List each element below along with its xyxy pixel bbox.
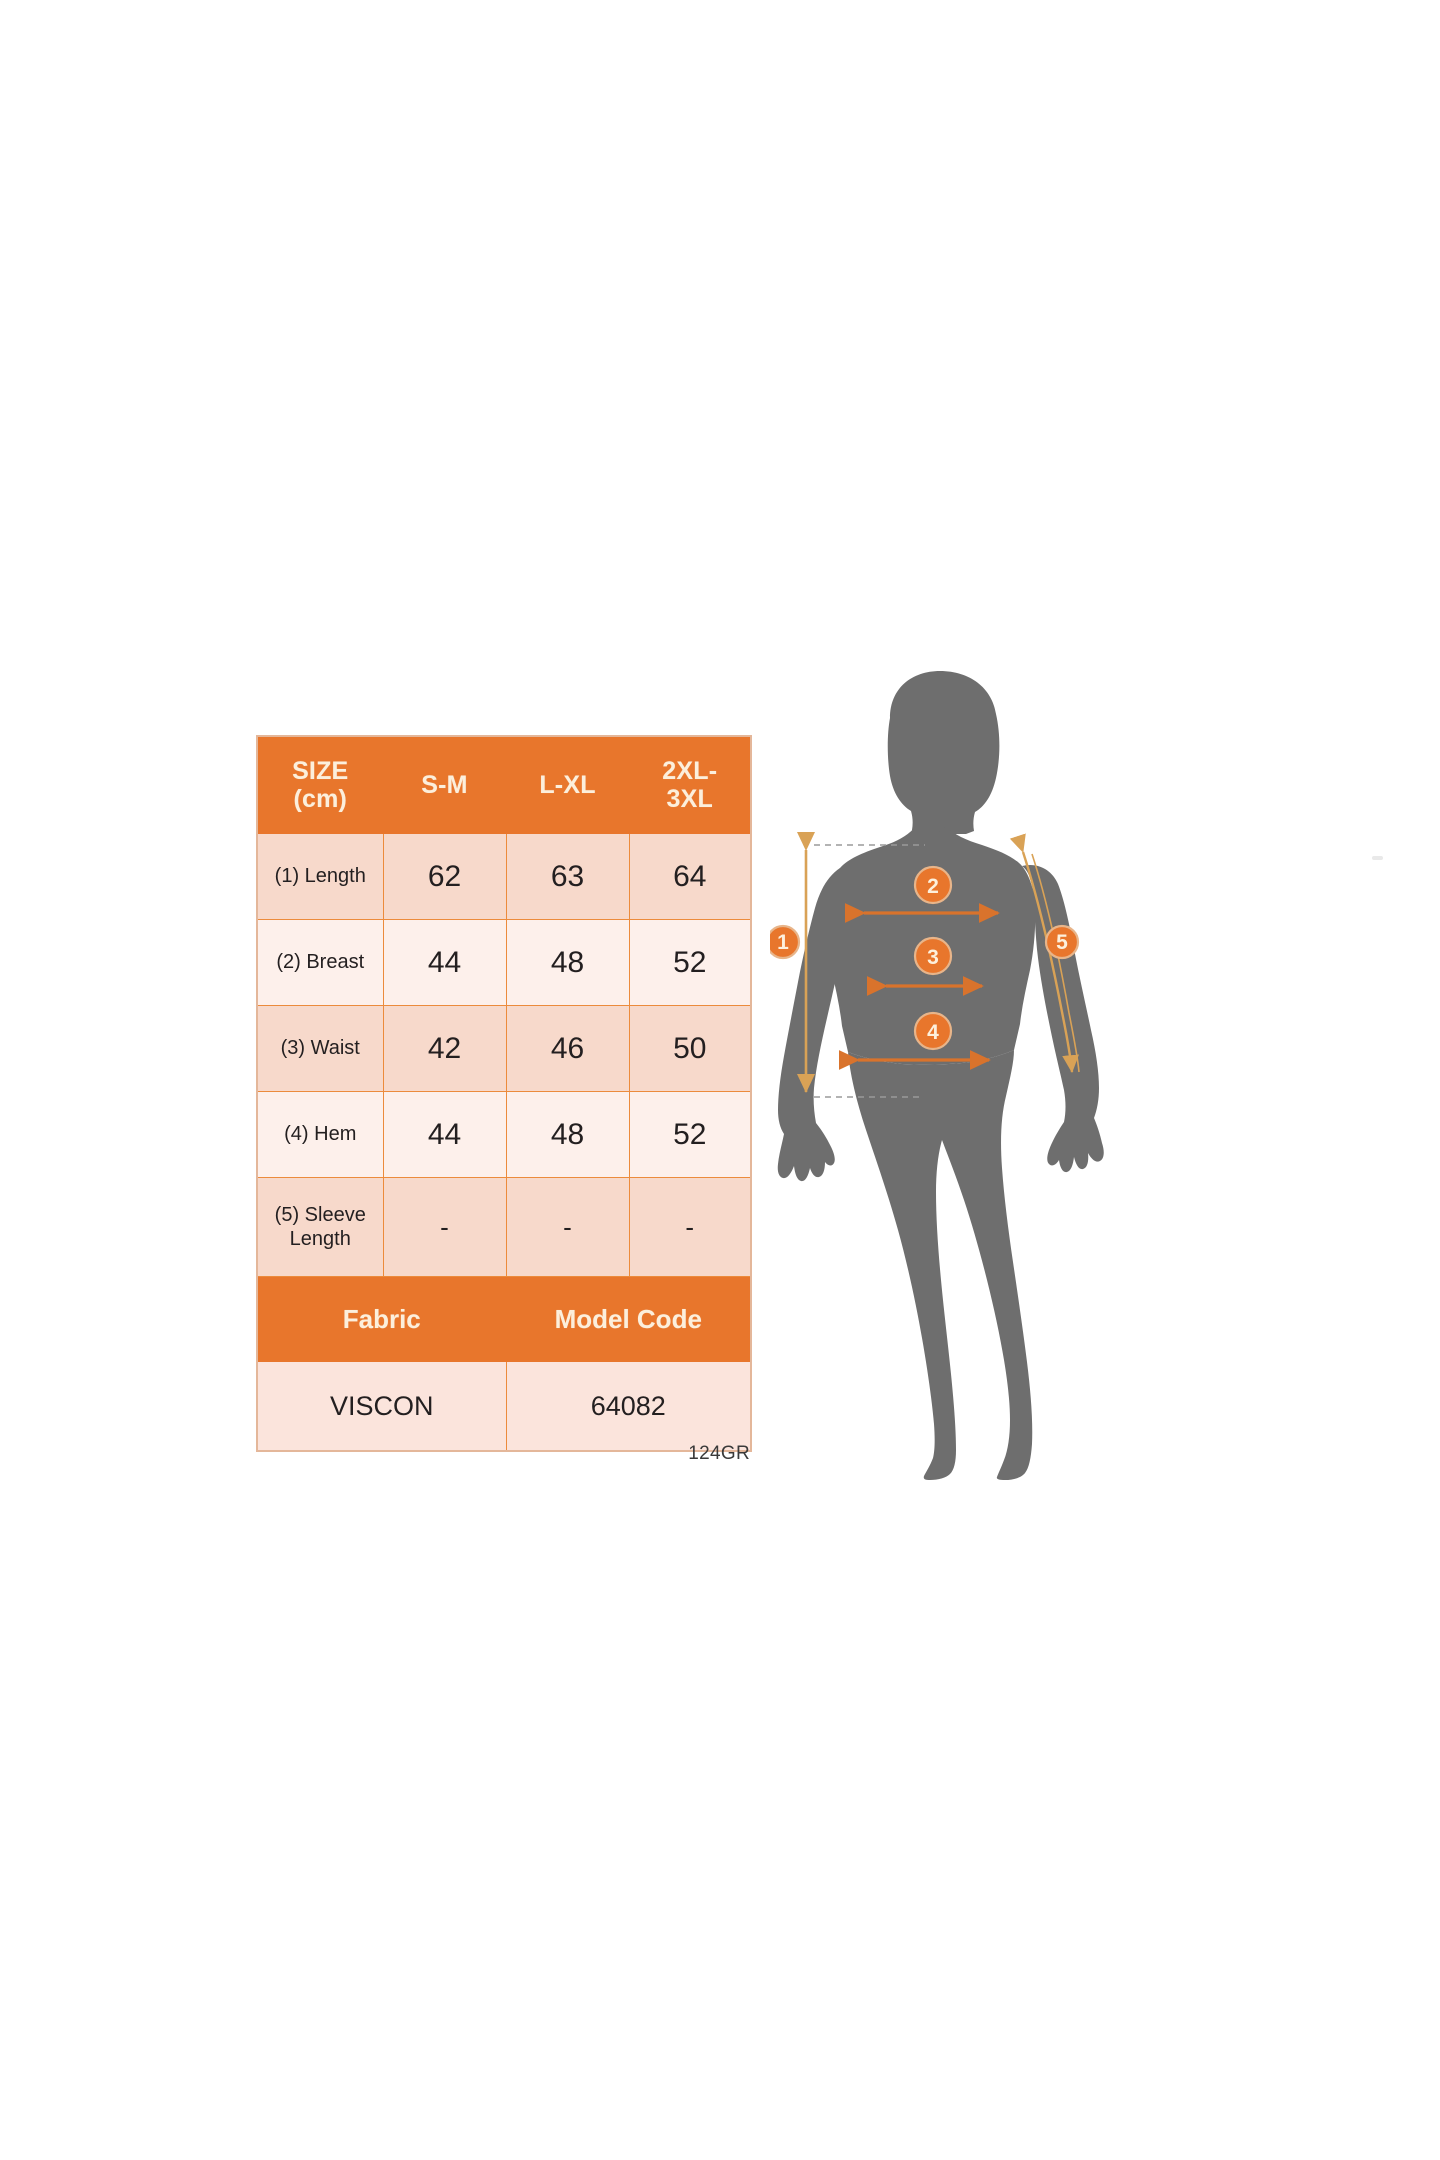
cell-waist-2xl: 50 bbox=[628, 1005, 752, 1092]
marker-1: 1 bbox=[770, 924, 801, 960]
cell-hem-sm: 44 bbox=[382, 1091, 507, 1178]
header-size-line1: SIZE bbox=[292, 757, 349, 785]
fabric-value-row: VISCON 64082 bbox=[256, 1361, 752, 1452]
cell-length-sm: 62 bbox=[382, 833, 507, 920]
header-col-lxl: L-XL bbox=[505, 735, 630, 834]
cell-hem-2xl: 52 bbox=[628, 1091, 752, 1178]
row-label-waist: (3) Waist bbox=[256, 1005, 384, 1092]
row-label-sleeve-line1: (5) Sleeve bbox=[274, 1203, 366, 1226]
cell-waist-sm: 42 bbox=[382, 1005, 507, 1092]
sleeve-length-arrow bbox=[1009, 833, 1079, 1073]
header-model-code: Model Code bbox=[505, 1276, 752, 1362]
marker-5: 5 bbox=[1044, 924, 1080, 960]
marker-2-circle bbox=[913, 865, 953, 905]
row-label-sleeve-length: (5) Sleeve Length bbox=[256, 1177, 384, 1277]
row-label-hem: (4) Hem bbox=[256, 1091, 384, 1178]
marker-4-circle bbox=[913, 1011, 953, 1051]
marker-2-label: 2 bbox=[927, 875, 939, 898]
length-measure-guide bbox=[796, 831, 925, 1098]
table-row: (5) Sleeve Length - - - bbox=[256, 1177, 752, 1277]
table-header-row: SIZE (cm) S-M L-XL 2XL- 3XL bbox=[256, 735, 752, 834]
header-col-2xl-line1: 2XL- bbox=[662, 757, 718, 785]
row-label-sleeve-line2: Length bbox=[289, 1228, 351, 1250]
cell-sleeve-lxl: - bbox=[505, 1177, 630, 1277]
table-row: (3) Waist 42 46 50 bbox=[256, 1005, 752, 1092]
marker-1-circle bbox=[770, 924, 801, 960]
marker-5-label: 5 bbox=[1056, 931, 1068, 954]
table-row: (2) Breast 44 48 52 bbox=[256, 919, 752, 1006]
marker-1-label: 1 bbox=[777, 931, 789, 954]
header-size-cm: SIZE (cm) bbox=[256, 735, 384, 834]
marker-3-circle bbox=[913, 936, 953, 976]
female-silhouette-diagram: 1 2 3 4 5 bbox=[770, 671, 1104, 1480]
marker-3-label: 3 bbox=[927, 946, 939, 969]
sleeve-length-secondary-line bbox=[1031, 853, 1080, 1073]
header-col-sm: S-M bbox=[382, 735, 507, 834]
measurement-figure-panel: 1 2 3 4 5 bbox=[770, 660, 1110, 1480]
cell-sleeve-2xl: - bbox=[628, 1177, 752, 1277]
female-silhouette-icon bbox=[777, 671, 1104, 1480]
cell-waist-lxl: 46 bbox=[505, 1005, 630, 1092]
header-col-2xl-3xl: 2XL- 3XL bbox=[628, 735, 752, 834]
cell-length-2xl: 64 bbox=[628, 833, 752, 920]
cell-breast-lxl: 48 bbox=[505, 919, 630, 1006]
value-model-code: 64082 bbox=[505, 1361, 752, 1452]
row-label-length: (1) Length bbox=[256, 833, 384, 920]
cell-sleeve-sm: - bbox=[382, 1177, 507, 1277]
size-table: SIZE (cm) S-M L-XL 2XL- 3XL (1) Length 6… bbox=[256, 735, 752, 1452]
marker-3: 3 bbox=[913, 936, 953, 976]
table-row: (4) Hem 44 48 52 bbox=[256, 1091, 752, 1178]
marker-5-circle bbox=[1044, 924, 1080, 960]
marker-4: 4 bbox=[913, 1011, 953, 1051]
cell-breast-2xl: 52 bbox=[628, 919, 752, 1006]
value-fabric: VISCON bbox=[256, 1361, 507, 1452]
fabric-header-row: Fabric Model Code bbox=[256, 1276, 752, 1362]
sleeve-length-measure-guide bbox=[1009, 833, 1080, 1073]
header-size-line2: (cm) bbox=[293, 785, 348, 813]
cell-breast-sm: 44 bbox=[382, 919, 507, 1006]
header-fabric: Fabric bbox=[256, 1276, 507, 1362]
row-label-breast: (2) Breast bbox=[256, 919, 384, 1006]
marker-2: 2 bbox=[913, 865, 953, 905]
size-table-container: SIZE (cm) S-M L-XL 2XL- 3XL (1) Length 6… bbox=[256, 735, 752, 1452]
cell-length-lxl: 63 bbox=[505, 833, 630, 920]
header-col-2xl-line2: 3XL bbox=[666, 785, 713, 813]
marker-4-label: 4 bbox=[927, 1021, 939, 1044]
table-row: (1) Length 62 63 64 bbox=[256, 833, 752, 920]
cell-hem-lxl: 48 bbox=[505, 1091, 630, 1178]
image-artifact-speck bbox=[1372, 856, 1383, 860]
fabric-weight-note: 124GR bbox=[688, 1443, 750, 1464]
